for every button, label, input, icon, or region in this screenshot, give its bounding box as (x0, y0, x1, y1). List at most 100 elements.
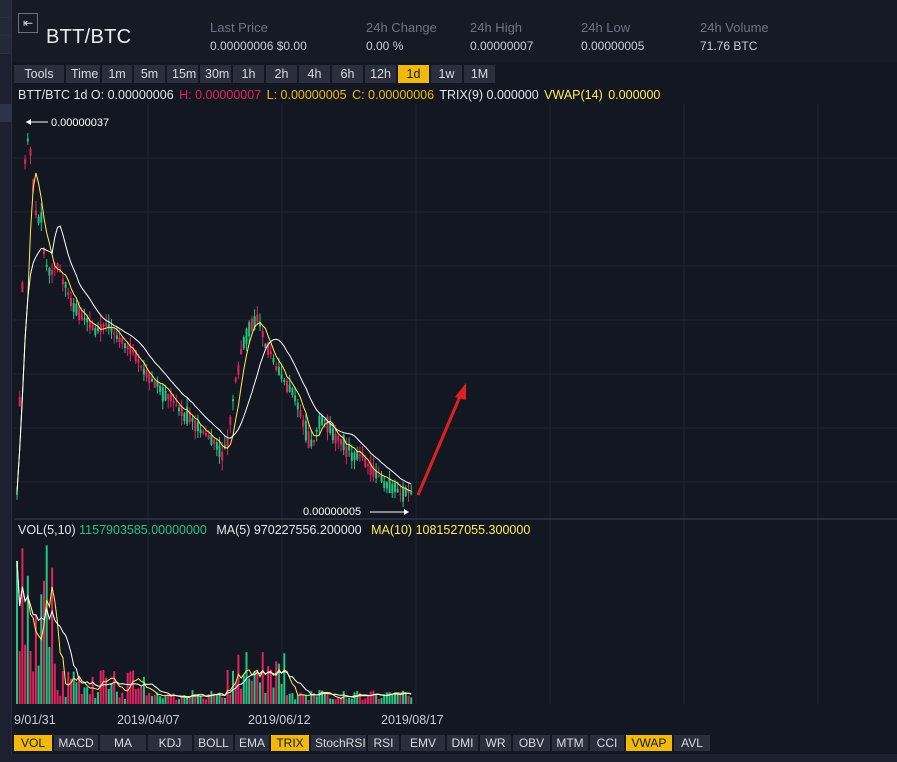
interval-tab-tools[interactable]: Tools (14, 65, 64, 83)
indicator-tab-ma[interactable]: MA (100, 735, 146, 751)
volume-bar (48, 646, 51, 704)
candle-body (340, 438, 342, 445)
interval-tab-time[interactable]: Time (66, 65, 100, 83)
indicator-tab-kdj[interactable]: KDJ (148, 735, 192, 751)
collapse-panel-icon[interactable]: ⇤ (18, 13, 38, 33)
indicator-tab-obv[interactable]: OBV (513, 735, 550, 751)
interval-tab-15m[interactable]: 15m (167, 65, 198, 83)
ohlc-high: H: 0.00000007 (179, 88, 262, 102)
candle-body (105, 323, 108, 326)
interval-tab-1w[interactable]: 1w (431, 65, 462, 83)
interval-tab-12h[interactable]: 12h (365, 65, 396, 83)
interval-tab-1m[interactable]: 1M (464, 65, 495, 83)
volume-bar (307, 699, 310, 704)
indicator-tab-avl[interactable]: AVL (674, 735, 710, 751)
volume-bar (291, 693, 294, 704)
volume-bar (337, 697, 340, 704)
volume-bar (34, 614, 37, 704)
vol-ma5-line (16, 560, 412, 699)
ma-long-line (16, 225, 412, 493)
indicator-tab-emv[interactable]: EMV (401, 735, 445, 751)
interval-tab-6h[interactable]: 6h (332, 65, 363, 83)
volume-bar (21, 548, 24, 704)
interval-tab-5m[interactable]: 5m (134, 65, 165, 83)
indicator-tab-vwap[interactable]: VWAP (626, 735, 672, 751)
candle-body (134, 349, 137, 362)
candle-body (164, 390, 167, 401)
left-toolbar-item[interactable] (0, 36, 11, 54)
candlestick-chart[interactable]: 0.00000037 0.00000005 (14, 104, 897, 714)
indicator-tab-vol[interactable]: VOL (14, 735, 52, 751)
candle-body (172, 401, 175, 403)
candle-body (259, 321, 261, 327)
interval-tab-1m[interactable]: 1m (102, 65, 132, 83)
vol-ma10-line (16, 560, 412, 698)
candle-body (358, 454, 361, 457)
interval-tab-30m[interactable]: 30m (200, 65, 231, 83)
volume-bar (113, 671, 116, 704)
volume-bar (26, 575, 29, 704)
volume-bar (226, 669, 229, 704)
indicator-tab-cci[interactable]: CCI (590, 735, 624, 751)
red-arrow-shaft (416, 393, 463, 496)
volume-bar (385, 692, 388, 704)
volume-bar (86, 687, 89, 704)
indicator-tab-ema[interactable]: EMA (235, 735, 269, 751)
left-toolbar-selected-item[interactable] (0, 104, 12, 122)
candle-body (361, 454, 364, 459)
candle-body (175, 404, 178, 407)
volume-bar (394, 692, 396, 704)
candle-body (348, 444, 351, 451)
candle-body (91, 323, 94, 331)
candle-body (86, 317, 89, 323)
stat-24h-low: 24h Low 0.00000005 (581, 20, 644, 53)
indicator-tab-stochrsi[interactable]: StochRSI (311, 735, 366, 751)
candle-body (288, 384, 291, 392)
ma10-value: 1081527055.300000 (415, 523, 531, 537)
volume-bar (194, 694, 197, 704)
interval-tab-1h[interactable]: 1h (233, 65, 264, 83)
stat-24h-change: 24h Change 0.00 % (366, 20, 437, 53)
candle-body (383, 481, 386, 488)
stat-label: Last Price (210, 20, 268, 35)
indicator-tab-rsi[interactable]: RSI (368, 735, 399, 751)
interval-tab-4h[interactable]: 4h (299, 65, 330, 83)
candle-body (326, 417, 329, 433)
volume-bar (221, 697, 224, 704)
interval-tab-1d[interactable]: 1d (398, 65, 429, 83)
candle-body (107, 323, 110, 329)
stat-last-price: Last Price 0.00000006 $0.00 (210, 20, 307, 53)
volume-bar (61, 671, 64, 704)
indicator-tab-dmi[interactable]: DMI (447, 735, 478, 751)
candle-body (345, 446, 348, 457)
candle-body (213, 439, 216, 444)
indicator-tab-macd[interactable]: MACD (54, 735, 98, 751)
indicator-tab-mtm[interactable]: MTM (552, 735, 588, 751)
interval-tab-2h[interactable]: 2h (266, 65, 297, 83)
volume-bar (288, 693, 291, 704)
price-chart[interactable]: 0.00000037 0.00000005 (14, 104, 897, 704)
date-axis-label: 9/01/31 (14, 713, 56, 727)
volume-bar (299, 692, 302, 704)
candle-body (353, 452, 356, 460)
candle-body (102, 323, 105, 327)
left-toolbar-item[interactable] (0, 0, 11, 18)
candle-body (294, 395, 297, 402)
indicator-tab-wr[interactable]: WR (480, 735, 511, 751)
candle-body (315, 429, 318, 432)
candle-body (118, 337, 121, 342)
candle-body (29, 149, 32, 156)
volume-bar (367, 694, 369, 704)
volume-bar (334, 699, 337, 704)
candle-body (329, 423, 332, 434)
indicator-tab-boll[interactable]: BOLL (194, 735, 233, 751)
volume-bar (180, 696, 183, 704)
ma-short-line (16, 172, 412, 493)
indicator-tab-trix[interactable]: TRIX (271, 735, 309, 751)
candle-body (18, 397, 21, 406)
stat-value: 71.76 BTC (700, 39, 758, 53)
left-toolbar-item[interactable] (0, 18, 11, 36)
candle-body (256, 314, 259, 323)
stat-label: 24h Volume (700, 20, 769, 35)
candle-body (196, 422, 199, 432)
